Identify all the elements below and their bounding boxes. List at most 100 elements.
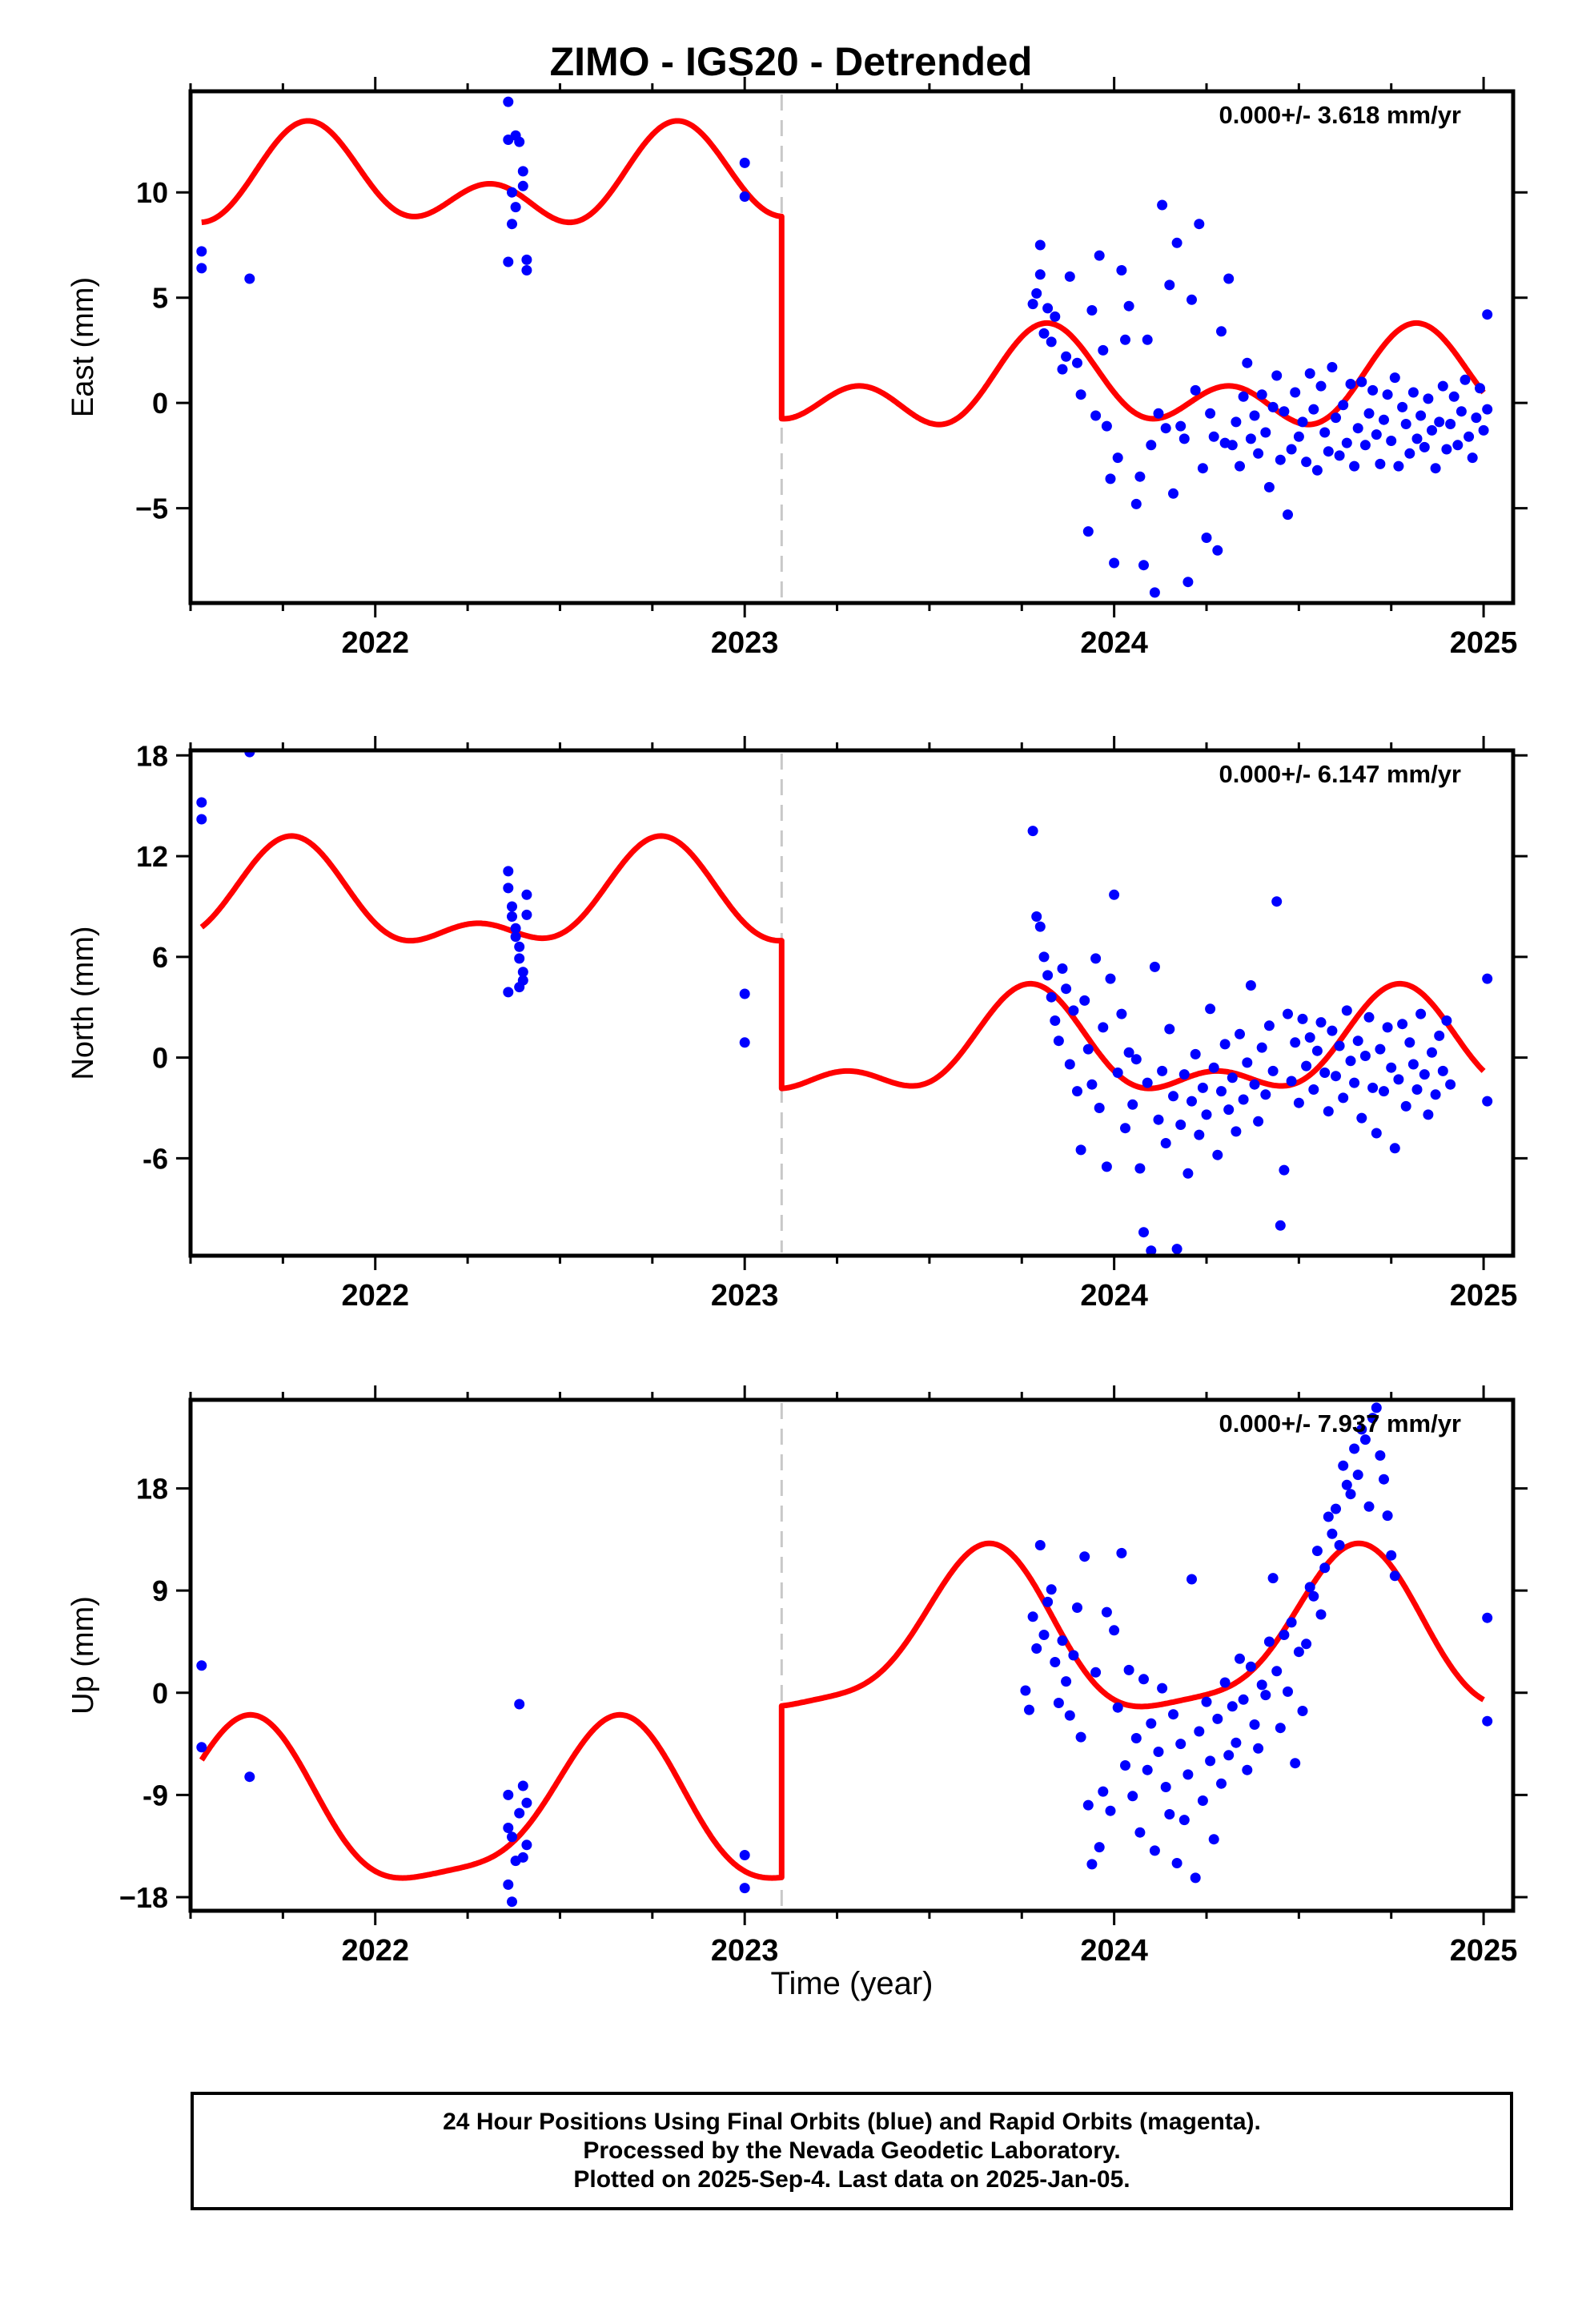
data-point xyxy=(1112,452,1123,464)
data-point xyxy=(1171,1244,1182,1255)
data-point xyxy=(521,889,532,900)
data-point xyxy=(521,1839,532,1851)
data-point xyxy=(1057,963,1068,974)
data-point xyxy=(1216,326,1227,337)
data-point xyxy=(739,157,750,168)
data-point xyxy=(1142,1764,1153,1775)
data-point xyxy=(196,797,207,808)
data-point xyxy=(1201,1109,1212,1120)
data-point xyxy=(1423,1109,1434,1120)
data-point xyxy=(1086,1079,1098,1090)
data-point xyxy=(514,1807,525,1819)
data-point xyxy=(1304,1032,1315,1043)
data-point xyxy=(517,180,528,191)
data-point xyxy=(1120,1123,1130,1134)
data-point xyxy=(1301,456,1312,468)
data-point xyxy=(521,1797,532,1808)
data-point xyxy=(1452,440,1464,451)
data-point xyxy=(517,166,528,177)
data-point xyxy=(1098,344,1109,356)
data-point xyxy=(1283,1008,1293,1019)
data-point xyxy=(1327,1528,1338,1539)
data-point xyxy=(1400,1100,1411,1112)
data-point xyxy=(1352,1035,1363,1047)
data-point xyxy=(1283,1686,1293,1697)
data-point xyxy=(1437,380,1448,392)
data-point xyxy=(1134,1827,1146,1838)
data-point xyxy=(1072,1086,1082,1097)
data-point xyxy=(1157,1683,1168,1694)
data-point xyxy=(1386,436,1397,446)
data-point xyxy=(503,256,514,267)
data-point xyxy=(1345,1055,1356,1067)
data-point xyxy=(1471,412,1482,424)
data-point xyxy=(1286,444,1297,455)
data-point xyxy=(507,187,517,198)
data-point xyxy=(1256,1042,1267,1053)
data-point xyxy=(1182,1769,1194,1780)
data-point xyxy=(1467,452,1478,464)
data-point xyxy=(1304,1582,1315,1593)
data-point xyxy=(1253,448,1264,459)
y-tick-label: 10 xyxy=(136,176,168,209)
data-point xyxy=(244,273,255,284)
data-point xyxy=(1082,526,1094,537)
data-point xyxy=(1430,1089,1441,1100)
data-point xyxy=(517,1852,528,1863)
x-tick-label: 2025 xyxy=(1450,1279,1518,1313)
data-point xyxy=(1263,1020,1275,1031)
data-point xyxy=(1212,1713,1223,1724)
data-point xyxy=(1482,1096,1493,1107)
data-point xyxy=(1349,1077,1360,1088)
data-point xyxy=(1034,269,1046,280)
data-point xyxy=(1094,1842,1105,1853)
rate-annotation: 0.000+/- 6.147 mm/yr xyxy=(1219,760,1461,788)
data-point xyxy=(1157,1065,1168,1076)
data-point xyxy=(1304,368,1315,379)
y-tick-label: -9 xyxy=(143,1779,168,1811)
data-point xyxy=(1279,1164,1290,1176)
data-point xyxy=(1127,1791,1138,1802)
data-point xyxy=(1109,1625,1120,1636)
y-axis-label: East (mm) xyxy=(66,277,100,417)
data-point xyxy=(1245,1661,1256,1672)
data-point xyxy=(1311,1546,1323,1557)
data-point xyxy=(1138,1227,1149,1238)
data-point xyxy=(1245,980,1256,991)
data-point xyxy=(1308,1590,1319,1602)
data-point xyxy=(1164,1809,1175,1819)
data-point xyxy=(1253,1116,1264,1127)
data-point xyxy=(1327,362,1338,372)
plot-frame xyxy=(188,748,1516,1258)
y-tick-label: 12 xyxy=(136,840,168,873)
data-point xyxy=(503,883,514,894)
data-point xyxy=(517,967,528,978)
data-point xyxy=(1249,410,1260,421)
data-point xyxy=(1352,1470,1363,1481)
data-point xyxy=(1315,380,1327,392)
data-point xyxy=(510,130,521,141)
data-point xyxy=(1260,427,1271,438)
data-point xyxy=(507,901,517,912)
data-point xyxy=(1105,473,1116,485)
data-point xyxy=(1235,460,1245,472)
footer-line-1: 24 Hour Positions Using Final Orbits (bl… xyxy=(443,2109,1261,2135)
data-point xyxy=(1407,1059,1419,1070)
data-point xyxy=(1319,427,1331,438)
x-tick-label: 2023 xyxy=(711,626,779,660)
data-point xyxy=(1271,896,1283,907)
data-point xyxy=(1216,1086,1227,1097)
data-point xyxy=(1057,364,1068,375)
data-point xyxy=(1349,460,1360,472)
data-point xyxy=(1223,1750,1235,1761)
data-point xyxy=(1186,1096,1197,1107)
data-point xyxy=(1260,1089,1271,1100)
data-point xyxy=(1293,431,1304,442)
data-point xyxy=(1386,1062,1397,1073)
data-point xyxy=(1082,1043,1094,1055)
data-point xyxy=(1160,1138,1171,1148)
plot-frame xyxy=(188,89,1516,605)
data-point xyxy=(1090,410,1102,421)
data-point xyxy=(1356,1424,1367,1435)
x-tick-label: 2025 xyxy=(1450,626,1518,660)
